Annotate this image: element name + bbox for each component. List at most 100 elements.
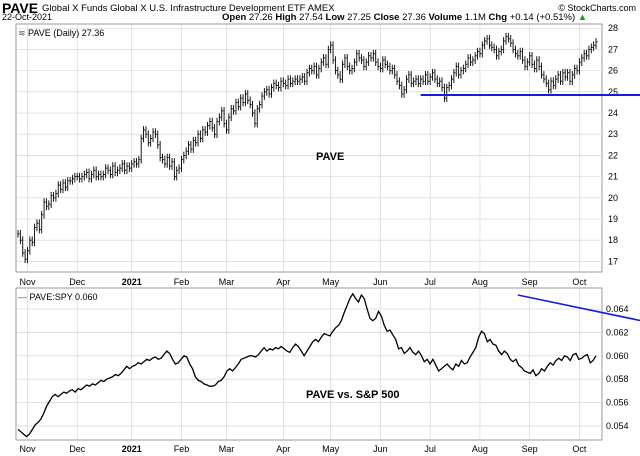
ratio-panel-frame — [15, 287, 603, 441]
price-x-tick-label: Dec — [69, 277, 86, 287]
price-bar — [571, 71, 574, 86]
change-label: Chg — [488, 12, 507, 23]
price-bar — [318, 64, 321, 79]
fund-name: Global X Funds Global X U.S. Infrastruct… — [42, 3, 335, 14]
price-bar — [72, 174, 75, 185]
price-x-tick-label: 2021 — [122, 277, 142, 287]
price-bar — [36, 219, 39, 232]
price-bar — [441, 77, 444, 92]
price-x-tick-label: Aug — [472, 277, 488, 287]
price-bar — [67, 177, 70, 192]
price-x-tick-label: Jul — [424, 277, 436, 287]
price-bar — [254, 109, 257, 128]
close-label: Close — [373, 12, 400, 23]
price-bar — [308, 64, 311, 77]
price-bar — [34, 223, 37, 247]
price-bar — [379, 62, 383, 73]
price-bar — [285, 79, 288, 90]
high-label: High — [275, 12, 297, 23]
price-bar — [453, 68, 456, 83]
price-x-tick-label: Feb — [174, 277, 190, 287]
price-bar — [306, 68, 309, 86]
price-bar — [209, 117, 212, 130]
price-bar — [543, 71, 546, 83]
price-bar — [126, 162, 129, 175]
price-bar — [323, 54, 326, 66]
price-bar — [252, 100, 255, 117]
price-bar — [427, 71, 430, 86]
price-bar — [304, 73, 307, 86]
price-bar — [351, 64, 354, 75]
price-bar — [247, 90, 250, 105]
ratio-x-tick-label: Jun — [373, 444, 388, 454]
price-bar — [69, 177, 72, 185]
price-bar — [586, 49, 589, 60]
price-bar — [479, 47, 482, 58]
price-bar — [477, 47, 480, 60]
price-x-tick-label: Mar — [219, 277, 235, 287]
price-bar — [45, 198, 49, 211]
price-bar — [278, 81, 281, 92]
price-bar — [574, 64, 577, 79]
price-bar — [230, 104, 233, 122]
price-bar — [81, 172, 84, 183]
price-bar — [233, 104, 236, 115]
price-bar — [202, 126, 205, 143]
ratio-x-tick-label: Jul — [424, 444, 436, 454]
ratio-x-tick-label: Dec — [69, 444, 86, 454]
price-bar — [344, 54, 347, 69]
price-bar — [590, 43, 593, 54]
price-panel-frame — [15, 23, 603, 273]
price-bar — [266, 85, 269, 96]
ratio-y-tick-label: 0.058 — [606, 374, 629, 384]
price-bar — [593, 41, 596, 52]
price-annotation: PAVE — [316, 151, 344, 163]
price-bar — [548, 79, 551, 94]
price-bar — [48, 200, 51, 211]
up-arrow-icon: ▲ — [577, 12, 588, 23]
price-bar — [446, 83, 449, 103]
ratio-x-tick-label: Mar — [219, 444, 235, 454]
ratio-y-axis: 0.054 0.056 0.058 0.060 0.062 0.064 — [606, 304, 629, 431]
ratio-x-tick-label: Oct — [572, 444, 587, 454]
price-bar — [133, 157, 136, 168]
price-bar — [325, 54, 328, 69]
price-bar — [154, 128, 157, 139]
price-bar — [327, 45, 330, 69]
price-bar — [76, 172, 79, 181]
price-y-tick-label: 19 — [608, 214, 618, 224]
ratio-annotation: PAVE vs. S&P 500 — [306, 389, 400, 401]
price-bar — [353, 58, 356, 73]
price-bar — [375, 49, 378, 66]
price-bar — [117, 166, 120, 177]
price-bar — [439, 77, 442, 88]
price-bar — [493, 43, 496, 54]
price-bar — [460, 66, 463, 79]
price-bar — [17, 230, 20, 238]
ratio-x-tick-label: May — [322, 444, 340, 454]
high-value: 27.54 — [299, 12, 323, 23]
price-bar — [64, 179, 67, 192]
ratio-series-line — [17, 292, 597, 438]
price-bar — [176, 166, 179, 181]
price-bar — [330, 41, 333, 54]
price-bar — [86, 168, 89, 179]
price-bar — [190, 141, 193, 153]
price-bar — [346, 54, 349, 71]
price-bar — [195, 136, 198, 147]
ratio-x-tick-label: Nov — [19, 444, 36, 454]
price-bar — [458, 62, 461, 79]
price-bar — [55, 189, 58, 202]
price-y-tick-label: 25 — [608, 87, 618, 97]
price-bar — [529, 51, 532, 66]
stockcharts-credit[interactable]: © StockCharts.com — [558, 3, 636, 13]
price-bars — [17, 32, 598, 264]
close-value: 27.36 — [402, 12, 426, 23]
price-bar — [372, 49, 375, 62]
price-bar — [289, 75, 293, 88]
price-bar — [517, 49, 520, 60]
price-bar — [185, 147, 188, 160]
price-y-tick-label: 22 — [608, 150, 618, 160]
price-bar — [287, 75, 290, 90]
